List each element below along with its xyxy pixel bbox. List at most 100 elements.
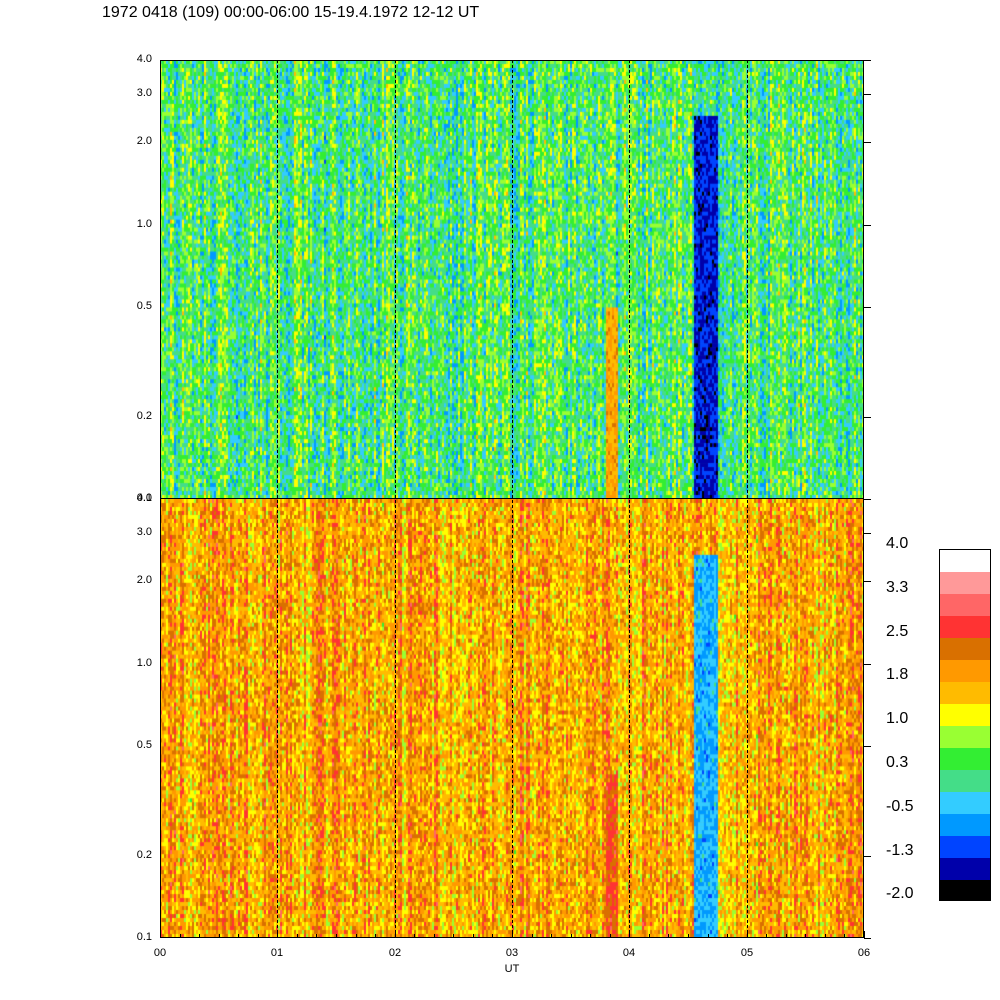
x-tick-mark: [180, 934, 181, 938]
spectrogram-bottom-panel: [160, 499, 864, 938]
x-tick-mark: [356, 934, 357, 938]
x-tick-label: 03: [505, 947, 519, 959]
x-tick-mark: [453, 934, 454, 938]
x-tick-mark: [473, 934, 474, 938]
x-tick-label: 04: [622, 947, 636, 959]
x-tick-mark: [316, 934, 317, 938]
y-tick-label: 0.1: [136, 492, 152, 504]
chart-title: 1972 0418 (109) 00:00-06:00 15-19.4.1972…: [102, 4, 480, 21]
x-tick-mark: [766, 934, 767, 938]
colorbar: [939, 549, 991, 901]
y-tick-mark: [864, 417, 871, 418]
x-tick-label: 01: [270, 947, 284, 959]
y-tick-mark: [864, 142, 871, 143]
y-tick-mark: [864, 664, 871, 665]
y-tick-label: 3.0: [136, 87, 152, 99]
x-tick-mark: [708, 934, 709, 938]
colorbar-swatch: [940, 836, 990, 858]
x-tick-mark: [395, 931, 396, 938]
colorbar-swatch: [940, 748, 990, 770]
x-tick-mark: [610, 934, 611, 938]
x-tick-mark: [727, 934, 728, 938]
colorbar-label: -2.0: [886, 885, 914, 903]
colorbar-label: 2.5: [886, 622, 909, 640]
y-tick-mark: [864, 581, 871, 582]
x-tick-mark: [747, 931, 748, 938]
y-tick-mark: [864, 746, 871, 747]
x-tick-mark: [375, 934, 376, 938]
colorbar-swatch: [940, 682, 990, 704]
colorbar-swatch: [940, 814, 990, 836]
x-tick-mark: [238, 934, 239, 938]
colorbar-swatch: [940, 550, 990, 572]
colorbar-swatch: [940, 594, 990, 616]
y-tick-label: 0.5: [136, 300, 152, 312]
x-tick-mark: [688, 934, 689, 938]
x-tick-mark: [668, 934, 669, 938]
x-tick-mark: [551, 934, 552, 938]
colorbar-swatch: [940, 660, 990, 682]
x-tick-label: 00: [153, 947, 167, 959]
colorbar-label: 1.0: [886, 710, 909, 728]
y-tick-mark: [864, 307, 871, 308]
x-tick-mark: [512, 931, 513, 938]
x-tick-mark: [160, 931, 161, 938]
x-tick-mark: [571, 934, 572, 938]
x-tick-mark: [414, 934, 415, 938]
y-tick-mark: [864, 225, 871, 226]
y-tick-label: 2.0: [136, 135, 152, 147]
x-tick-mark: [629, 931, 630, 938]
x-tick-mark: [825, 934, 826, 938]
x-tick-mark: [786, 934, 787, 938]
y-tick-label: 4.0: [136, 53, 152, 65]
x-tick-mark: [297, 934, 298, 938]
colorbar-swatch: [940, 880, 990, 900]
colorbar-label: 3.3: [886, 578, 909, 596]
y-tick-mark: [864, 499, 871, 500]
spectrogram-top-panel: [160, 60, 864, 499]
spectrogram-top-image: [160, 60, 864, 499]
y-tick-label: 1.0: [136, 218, 152, 230]
colorbar-label: -1.3: [886, 841, 914, 859]
y-tick-mark: [864, 856, 871, 857]
colorbar-swatch: [940, 792, 990, 814]
x-tick-label: 05: [740, 947, 754, 959]
x-tick-mark: [219, 934, 220, 938]
y-tick-mark: [864, 533, 871, 534]
colorbar-swatch: [940, 770, 990, 792]
spectrogram-bottom-image: [160, 499, 864, 938]
x-tick-mark: [805, 934, 806, 938]
x-tick-mark: [277, 931, 278, 938]
x-tick-mark: [199, 934, 200, 938]
y-tick-label: 0.1: [136, 931, 152, 943]
y-tick-mark: [864, 60, 871, 61]
colorbar-label: -0.5: [886, 797, 914, 815]
x-tick-mark: [864, 931, 865, 938]
y-tick-label: 4.0: [136, 492, 152, 504]
x-tick-label: 02: [388, 947, 402, 959]
x-tick-mark: [532, 934, 533, 938]
colorbar-swatch: [940, 572, 990, 594]
y-tick-label: 0.2: [136, 410, 152, 422]
colorbar-label: 0.3: [886, 754, 909, 771]
x-tick-mark: [492, 934, 493, 938]
colorbar-swatch: [940, 858, 990, 880]
x-tick-mark: [258, 934, 259, 938]
x-axis-label: UT: [504, 963, 520, 975]
y-tick-mark: [864, 94, 871, 95]
y-tick-label: 3.0: [136, 526, 152, 538]
colorbar-label: 1.8: [886, 666, 909, 684]
panel-divider: [160, 498, 864, 499]
x-tick-mark: [649, 934, 650, 938]
colorbar-swatch: [940, 726, 990, 748]
x-tick-label: 06: [857, 947, 871, 959]
colorbar-swatch: [940, 638, 990, 660]
colorbar-swatch: [940, 704, 990, 726]
colorbar-label: 4.0: [886, 535, 909, 552]
x-tick-mark: [434, 934, 435, 938]
x-tick-mark: [590, 934, 591, 938]
y-tick-label: 1.0: [136, 657, 152, 669]
y-tick-label: 2.0: [136, 574, 152, 586]
y-tick-label: 0.5: [136, 739, 152, 751]
y-tick-mark: [864, 938, 871, 939]
